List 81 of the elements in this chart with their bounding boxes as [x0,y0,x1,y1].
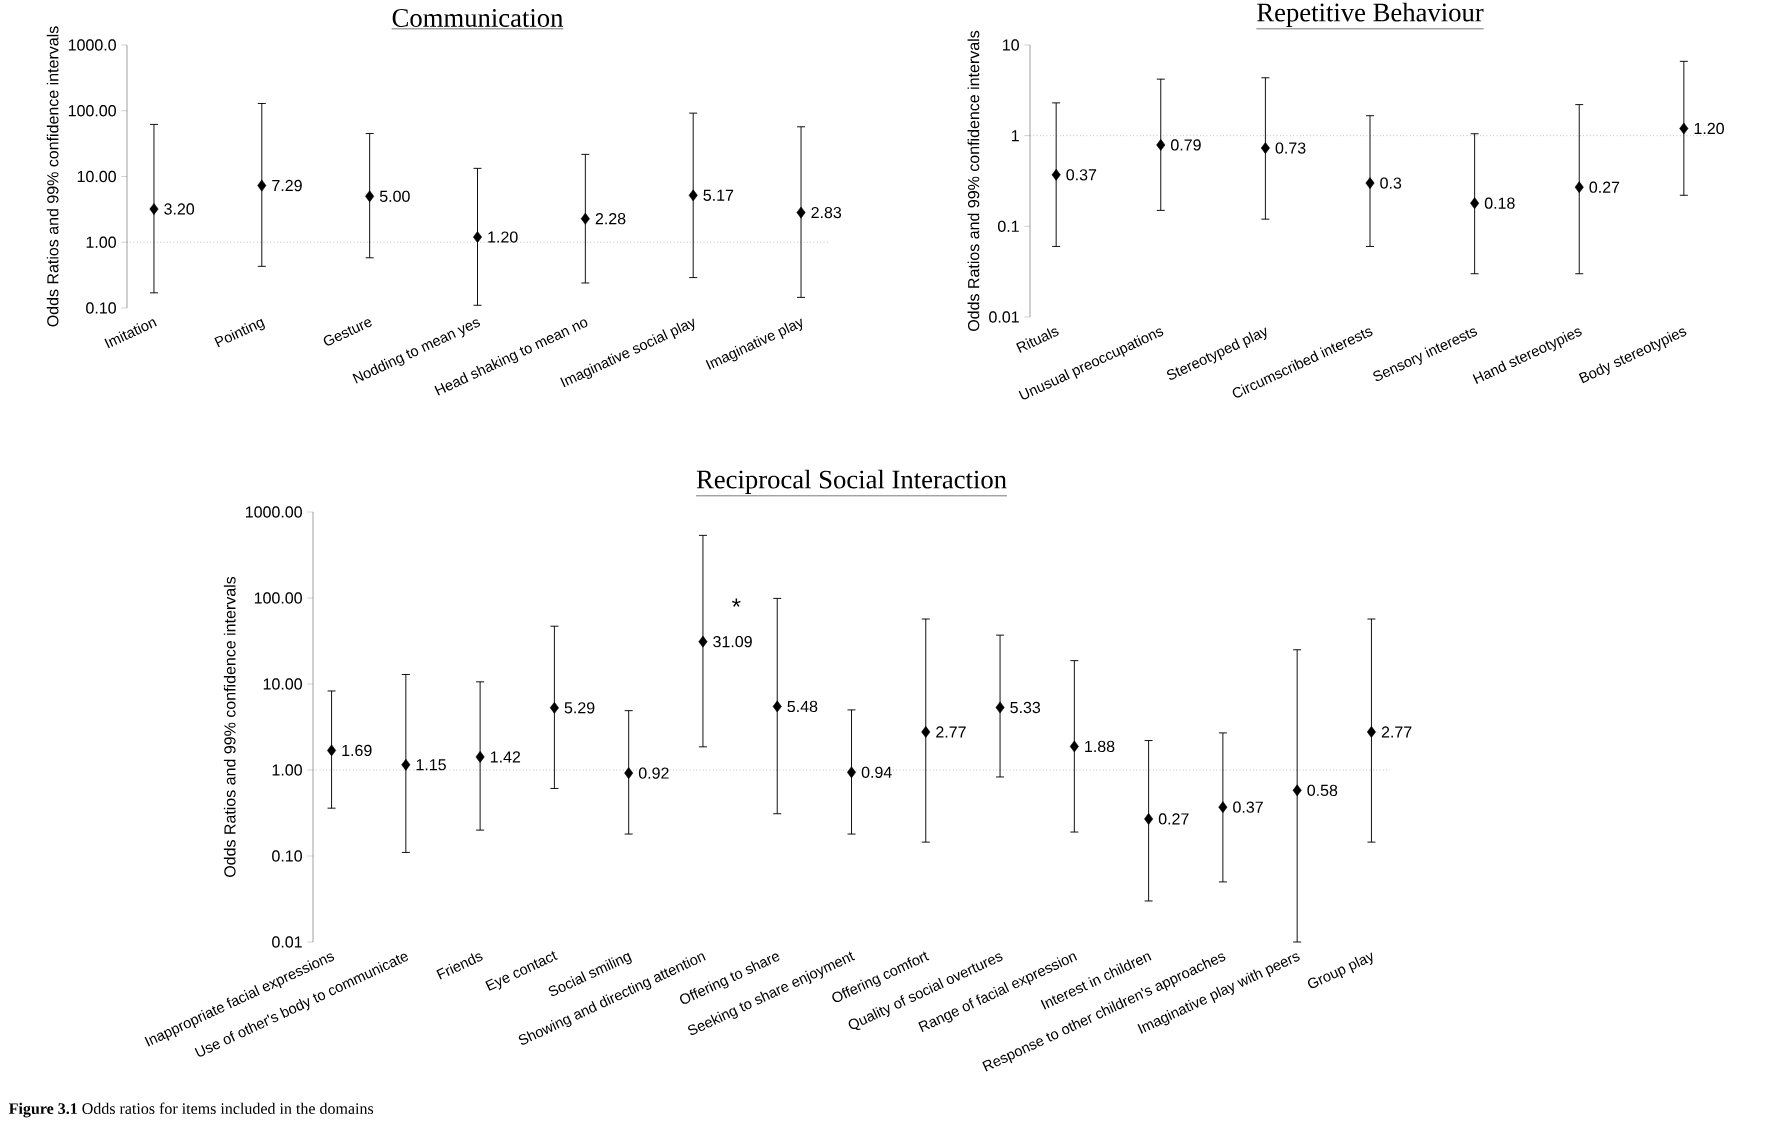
point [698,635,708,648]
point [921,726,931,738]
point [1051,168,1061,181]
y-tick-label: 10 [1003,39,1019,51]
y-axis-title: Odds Ratios and 99% confidence intervals [967,30,980,331]
point [257,179,267,192]
data-label: 0.37 [1233,801,1263,813]
y-axis-title: Odds Ratios and 99% confidence intervals [46,26,59,327]
data-label: 1.20 [488,231,518,243]
y-axis-title: Odds Ratios and 99% confidence intervals [223,576,236,878]
chart-title: Reciprocal Social Interaction [696,469,1007,494]
chart-title: Repetitive Behaviour [1257,2,1484,27]
data-label: 1.69 [342,744,372,757]
point [1260,142,1270,154]
point [580,212,590,225]
y-tick-label: 0.10 [272,850,302,862]
data-label: 0.92 [638,767,669,779]
point [1679,122,1689,135]
point [1470,197,1480,210]
data-label: 1.15 [416,759,446,771]
data-label: 0.27 [1589,181,1620,193]
point [1366,726,1376,738]
data-label: 5.48 [787,700,818,713]
y-tick-label: 0.1 [997,220,1019,232]
point [549,701,559,714]
data-label: 2.83 [811,206,842,219]
point [149,203,159,215]
point [1156,139,1166,151]
data-label: 0.27 [1158,813,1189,825]
data-label: 0.79 [1171,139,1201,151]
y-tick-label: 10.00 [77,170,116,183]
y-tick-label: 1 [1011,130,1019,142]
data-label: 5.33 [1010,701,1041,714]
point [1218,801,1228,814]
point [772,700,782,713]
point [401,758,411,771]
data-label: 1.20 [1694,122,1724,135]
data-label: 5.17 [703,189,734,201]
point [1292,784,1302,797]
y-tick-label: 100.00 [68,105,116,117]
data-label: 2.77 [1381,726,1412,738]
text: Figure 3.1 Odds ratios for items included in the domains [8,1102,374,1118]
annotation: * [732,598,741,607]
y-tick-label: 10.00 [263,678,302,690]
point [473,231,482,243]
point [995,701,1005,714]
y-tick-label: 100.00 [254,592,302,604]
y-tick-label: 0.10 [86,302,116,314]
x-tick-label: Group play [1308,952,1373,989]
point [1574,181,1584,194]
point [365,190,375,203]
data-label: 0.18 [1484,197,1515,209]
point [1069,740,1079,753]
y-tick-label: 1000.00 [245,506,302,518]
point [624,767,634,779]
data-label: 31.09 [713,635,752,648]
data-label: 0.3 [1380,177,1402,189]
data-label: 3.20 [164,203,195,215]
point [327,744,337,757]
data-label: 2.28 [595,213,626,225]
point [796,206,806,219]
data-label: 0.73 [1275,142,1306,154]
data-label: 0.58 [1307,784,1338,796]
data-label: 7.29 [272,179,302,192]
data-label: 2.77 [936,726,966,738]
y-tick-label: 1.00 [86,236,116,248]
data-label: 0.37 [1066,169,1097,181]
y-tick-label: 0.01 [989,311,1019,323]
point [688,189,698,202]
data-label: 1.88 [1085,740,1115,753]
y-tick-label: 1000.0 [68,39,116,51]
data-label: 5.00 [379,190,410,202]
chart-title: Communication [392,9,564,27]
point [1144,813,1154,825]
point [1365,177,1375,189]
data-label: 0.94 [861,766,892,778]
point [475,751,485,763]
data-label: 1.42 [490,751,521,763]
y-tick-label: 1.00 [272,764,302,776]
data-label: 5.29 [564,702,595,714]
y-tick-label: 0.01 [272,936,302,948]
